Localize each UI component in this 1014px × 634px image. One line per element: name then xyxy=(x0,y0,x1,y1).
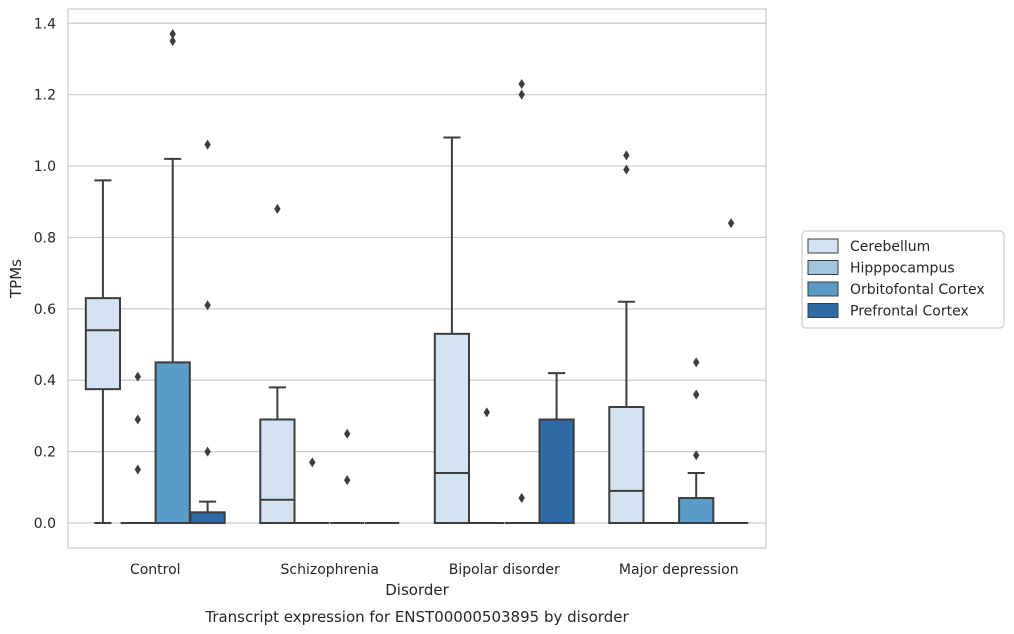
legend-label: Prefrontal Cortex xyxy=(850,304,969,320)
outlier-point xyxy=(344,475,351,486)
box-prefrontal-cortex xyxy=(189,139,226,525)
legend-swatch xyxy=(807,260,839,275)
y-tick-label: 0.8 xyxy=(34,230,56,246)
legend-label: Hipppocampus xyxy=(850,261,955,277)
box-orbitofontal-cortex xyxy=(330,428,365,525)
box-iqr xyxy=(259,418,296,525)
outlier-point xyxy=(134,464,141,475)
box-iqr xyxy=(189,511,226,525)
y-tick-label: 0.0 xyxy=(34,516,56,532)
box-iqr xyxy=(608,406,645,525)
box-cerebellum xyxy=(608,150,645,525)
box-cerebellum xyxy=(84,179,122,525)
x-axis-ticks: Control Schizophrenia Bipolar disorder Majo… xyxy=(130,562,739,578)
x-tick-label: Major depression xyxy=(619,562,739,578)
outlier-point xyxy=(483,407,490,418)
box-iqr xyxy=(433,332,471,525)
outlier-point xyxy=(169,36,176,47)
outlier-point xyxy=(518,89,525,100)
outlier-point xyxy=(204,139,211,150)
box-hipppocampus xyxy=(295,457,330,525)
box-iqr xyxy=(538,418,575,525)
legend-frame xyxy=(801,230,1005,329)
y-tick-label: 1.0 xyxy=(34,159,56,175)
outlier-point xyxy=(274,203,281,214)
legend-label: Orbitofontal Cortex xyxy=(850,282,985,298)
outlier-point xyxy=(134,371,141,382)
outlier-point xyxy=(693,357,700,368)
x-axis-label: Disorder xyxy=(385,581,449,599)
y-tick-label: 1.4 xyxy=(34,16,56,32)
y-tick-label: 0.2 xyxy=(34,445,56,461)
outlier-point xyxy=(204,300,211,311)
box-iqr xyxy=(154,361,191,525)
box-orbitofontal-cortex xyxy=(504,78,539,525)
plot-frame xyxy=(67,8,767,549)
y-axis-ticks: 0.0 0.2 0.4 0.6 0.8 1.0 1.2 1.4 xyxy=(34,16,56,532)
outlier-point xyxy=(518,493,525,504)
box-iqr xyxy=(84,297,122,391)
x-tick-label: Control xyxy=(130,562,181,578)
outlier-point xyxy=(204,446,211,457)
outlier-point xyxy=(693,450,700,461)
legend-label: Cerebellum xyxy=(850,239,930,255)
y-tick-label: 0.4 xyxy=(34,373,56,389)
x-tick-label: Schizophrenia xyxy=(281,562,379,578)
outlier-point xyxy=(623,150,630,161)
box-hipppocampus xyxy=(469,407,504,525)
box-prefrontal-cortex xyxy=(713,218,749,525)
box-hipppocampus xyxy=(120,371,155,525)
outlier-point xyxy=(344,428,351,439)
legend-swatch xyxy=(807,303,839,318)
outlier-point xyxy=(169,28,176,39)
outlier-point xyxy=(693,389,700,400)
box-prefrontal-cortex xyxy=(538,372,575,525)
y-tick-label: 1.2 xyxy=(34,88,56,104)
outlier-point xyxy=(309,457,316,468)
x-tick-label: Bipolar disorder xyxy=(449,562,560,578)
y-tick-label: 0.6 xyxy=(34,302,56,318)
outlier-point xyxy=(623,164,630,175)
box-plot-area xyxy=(84,28,749,525)
y-axis-label: TPMs xyxy=(7,259,25,299)
box-iqr xyxy=(678,497,715,525)
box-cerebellum xyxy=(259,203,296,525)
outlier-point xyxy=(518,78,525,89)
legend-swatch xyxy=(807,281,839,297)
legend: Cerebellum Hipppocampus Orbitofontal Corte… xyxy=(801,230,1005,329)
chart-caption: Transcript expression for ENST0000050389… xyxy=(204,608,629,626)
box-orbitofontal-cortex xyxy=(154,28,191,525)
legend-swatch xyxy=(807,238,839,254)
box-cerebellum xyxy=(433,136,471,525)
outlier-point xyxy=(134,414,141,425)
outlier-point xyxy=(727,218,735,229)
box-orbitofontal-cortex xyxy=(678,357,715,525)
